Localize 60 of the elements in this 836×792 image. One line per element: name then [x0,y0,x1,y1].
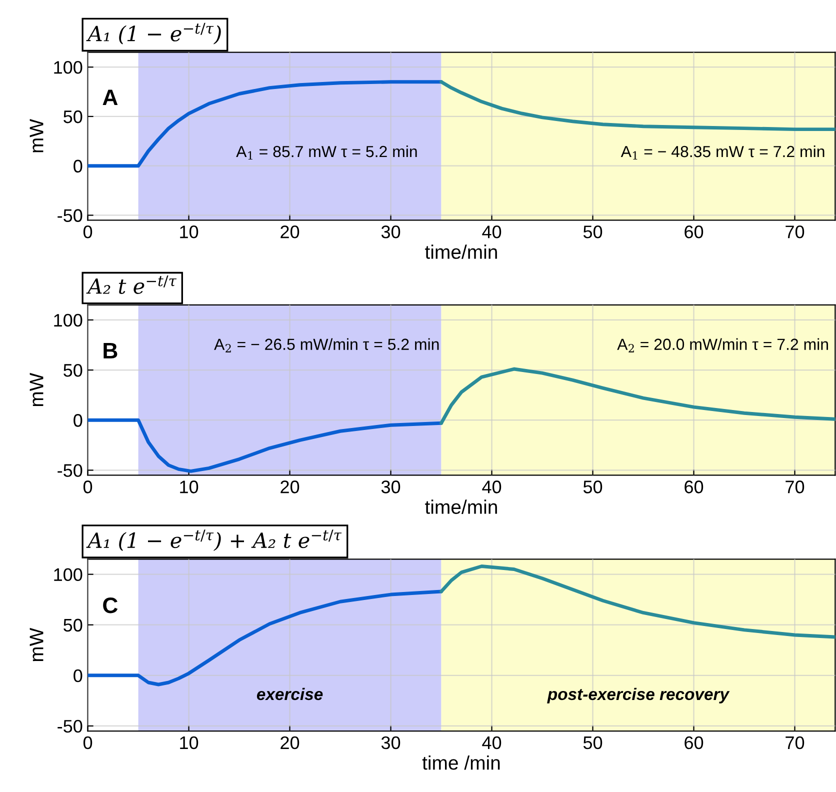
x-tick-label: 30 [381,226,400,238]
x-tick-label: 30 [381,480,400,494]
x-tick-label: 20 [280,736,300,750]
line-series [440,564,836,639]
x-axis-title: time /min [422,755,500,770]
line-series [440,367,836,425]
y-tick-label: 100 [54,61,82,74]
x-tick-label: 50 [583,736,602,750]
x-tick-label: 60 [684,226,704,238]
annotation: C [103,598,118,614]
y-tick-label: 0 [74,414,82,427]
x-tick-label: 70 [786,226,804,238]
annotation: A$_{1}$ = − 48.35 mW τ = 7.2 min [620,145,824,160]
y-axis-title: mW [30,372,44,406]
band-label: post-exercise recovery [547,688,730,704]
y-tick-label: -50 [58,464,82,477]
annotation: A$_{2}$ = 20.0 mW/min τ = 7.2 min [617,338,828,352]
y-tick-label: 0 [74,669,82,682]
x-tick-label: 10 [180,226,198,238]
x-tick-label: 40 [482,736,502,750]
x-tick-label: 10 [180,736,198,750]
x-tick-label: 0 [83,480,92,494]
x-tick-label: 0 [83,736,92,750]
y-tick-label: 100 [54,314,82,327]
x-tick-label: 40 [482,226,502,238]
x-tick-label: 60 [684,480,704,494]
x-tick-label: 40 [482,480,502,494]
annotation: B [104,343,118,358]
x-tick-label: 10 [180,480,198,494]
x-tick-label: 50 [583,480,602,494]
line-series [440,80,836,132]
chart-title: A₁ (1 − e$^{−t/τ}$) + A₂ t e$^{−t/τ}$ [86,530,342,552]
x-tick-label: 50 [583,226,602,238]
y-tick-label: 50 [64,618,82,632]
x-tick-label: 60 [684,736,704,750]
y-tick-label: -50 [58,209,82,222]
y-tick-label: 50 [64,110,82,124]
annotation: A$_{2}$ = − 26.5 mW/min τ = 5.2 min [214,338,439,352]
x-tick-label: 20 [280,480,300,494]
x-tick-label: 30 [381,736,400,750]
line-series [88,590,444,686]
annotation: A$_{1}$ = 85.7 mW τ = 5.2 min [236,145,417,160]
x-axis-title: time/min [425,500,497,514]
y-axis-title: mW [30,119,44,152]
x-tick-label: 0 [83,226,92,238]
x-tick-label: 20 [280,226,300,238]
annotation: A [102,90,118,106]
y-tick-label: 50 [64,364,82,377]
y-axis-title: mW [30,628,44,662]
x-tick-label: 70 [786,736,804,750]
x-tick-label: 70 [786,480,804,494]
line-series [88,80,444,168]
chart-title: A₂ t e$^{−t/τ}$ [86,275,177,294]
x-axis-title: time/min [425,244,497,259]
band-label: exercise [256,688,323,700]
y-tick-label: -50 [58,720,82,733]
line-series [88,418,444,473]
y-tick-label: 0 [74,160,82,173]
y-tick-label: 100 [54,568,82,582]
chart-title: A₁ (1 − e$^{−t/τ}$) [86,22,221,44]
